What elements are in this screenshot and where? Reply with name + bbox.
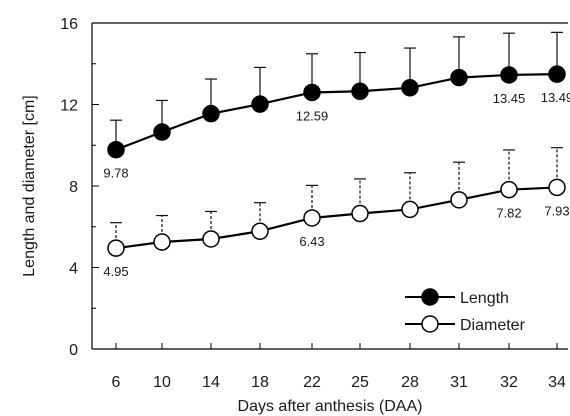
y-axis: 0 4 8 12 16 bbox=[60, 16, 99, 359]
diameter-data-label: 6.43 bbox=[299, 234, 324, 249]
length-data-label: 13.45 bbox=[493, 91, 526, 106]
diameter-line bbox=[115, 186, 558, 250]
x-axis: 6 10 14 18 22 25 28 31 32 34 bbox=[112, 343, 566, 391]
diameter-point bbox=[202, 230, 220, 248]
x-tick-label: 6 bbox=[112, 374, 121, 391]
x-tick-label: 34 bbox=[548, 374, 566, 391]
diameter-point bbox=[351, 204, 369, 223]
diameter-point bbox=[153, 233, 171, 251]
x-tick-label: 22 bbox=[303, 374, 321, 391]
legend-length-label: Length bbox=[460, 290, 509, 307]
x-tick-label: 18 bbox=[251, 374, 269, 391]
length-point bbox=[548, 65, 566, 83]
legend-diameter-label: Diameter bbox=[460, 317, 526, 334]
x-axis-title: Days after anthesis (DAA) bbox=[238, 398, 423, 415]
y-tick-label: 12 bbox=[60, 98, 78, 115]
length-point bbox=[401, 79, 419, 97]
y-tick-label: 16 bbox=[60, 16, 78, 33]
diameter-point bbox=[548, 178, 566, 197]
series-lines bbox=[115, 73, 558, 250]
length-point bbox=[303, 83, 321, 102]
diameter-data-label: 7.82 bbox=[496, 206, 521, 221]
length-point bbox=[202, 104, 220, 123]
diameter-point bbox=[107, 239, 125, 257]
data-labels: 9.78 12.59 13.45 13.49 4.95 6.43 7.82 7.93 bbox=[103, 90, 570, 279]
length-point bbox=[500, 66, 518, 84]
length-point bbox=[450, 68, 468, 87]
x-tick-label: 14 bbox=[202, 374, 220, 391]
length-point bbox=[251, 95, 269, 113]
length-point bbox=[351, 82, 369, 101]
x-tick-label: 31 bbox=[450, 374, 468, 391]
legend-diameter-marker bbox=[421, 315, 439, 333]
length-line bbox=[115, 73, 558, 151]
length-point bbox=[107, 140, 125, 159]
diameter-point bbox=[401, 200, 419, 219]
legend-length-marker bbox=[421, 288, 439, 306]
diameter-point bbox=[500, 180, 518, 199]
x-tick-label: 28 bbox=[401, 374, 419, 391]
diameter-data-label: 4.95 bbox=[103, 264, 128, 279]
diameter-data-label: 7.93 bbox=[544, 203, 569, 218]
diameter-point bbox=[251, 222, 269, 240]
legend: Length Diameter bbox=[405, 288, 526, 334]
x-tick-label: 25 bbox=[351, 374, 369, 391]
series-markers bbox=[107, 65, 566, 257]
y-tick-label: 8 bbox=[69, 179, 78, 196]
length-data-label: 12.59 bbox=[296, 108, 329, 123]
length-data-label: 13.49 bbox=[541, 90, 570, 105]
length-data-label: 9.78 bbox=[103, 166, 128, 181]
y-tick-label: 0 bbox=[69, 342, 78, 359]
diameter-point bbox=[303, 209, 321, 227]
y-axis-title: Length and diameter [cm] bbox=[21, 95, 38, 276]
diameter-point bbox=[450, 191, 468, 209]
x-tick-label: 10 bbox=[153, 374, 171, 391]
length-point bbox=[153, 123, 171, 141]
y-tick-label: 4 bbox=[69, 261, 78, 278]
x-tick-label: 32 bbox=[500, 374, 518, 391]
